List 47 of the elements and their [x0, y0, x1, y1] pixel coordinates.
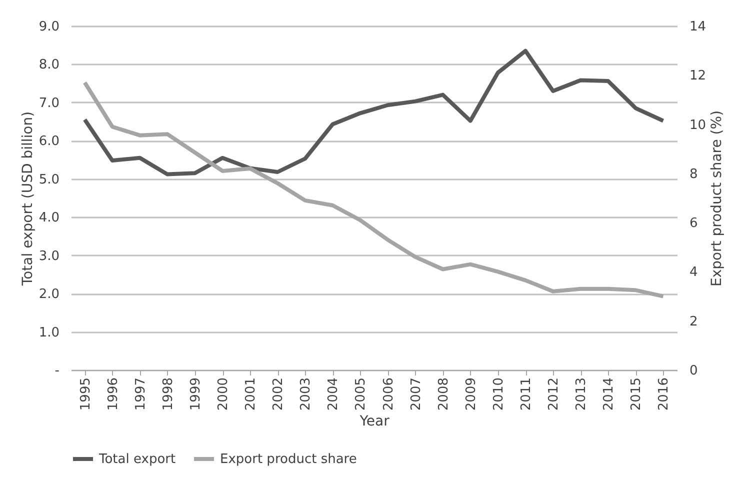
y2-tick-label: 12 [690, 68, 706, 84]
y2-tick-label: 2 [690, 314, 698, 330]
x-tick-label: 2000 [216, 378, 231, 411]
line-series [82, 80, 666, 298]
y2-axis-title: Export product share (%) [709, 110, 726, 287]
y2-tick-label: 10 [690, 118, 706, 133]
y-tick-label: 3.0 [38, 248, 60, 264]
y2-tick-label: 4 [690, 265, 698, 280]
x-tick-label: 2010 [491, 378, 506, 411]
x-tick-label: 2001 [244, 378, 259, 411]
y-tick-label: 9.0 [38, 20, 60, 34]
x-tick-label: 1997 [133, 378, 148, 411]
x-tick-label: 1996 [106, 378, 121, 411]
x-tick-label: 2002 [271, 378, 286, 411]
x-tick-label: 2015 [629, 378, 644, 411]
y-tick-label: 7.0 [38, 96, 60, 111]
legend-label: Total export [98, 452, 176, 467]
line-series [82, 48, 666, 176]
x-tick-label: 2007 [408, 378, 424, 411]
y-tick-label: 4.0 [38, 210, 60, 226]
x-tick-label: 2005 [354, 378, 369, 411]
y2-tick-label: 6 [690, 216, 698, 232]
y-tick-label: - [54, 364, 60, 378]
x-tick-label: 2006 [381, 378, 396, 411]
y-tick-label: 1.0 [38, 325, 60, 340]
x-tick-label: 2009 [464, 378, 479, 411]
legend-label: Export product share [220, 452, 357, 467]
y-tick-label: 2.0 [38, 287, 60, 302]
x-tick-label: 2011 [519, 378, 534, 411]
x-tick-label: 1995 [78, 378, 94, 411]
x-tick-label: 2013 [574, 378, 590, 411]
x-tick-label: 1998 [160, 378, 176, 411]
y-axis-title: Total export (USD billion) [20, 111, 36, 287]
x-tick-label: 2016 [656, 378, 672, 411]
y-tick-label: 8.0 [38, 58, 60, 73]
x-axis-title: Year [358, 414, 390, 430]
y2-tick-label: 14 [690, 20, 706, 34]
x-tick-label: 2014 [602, 378, 617, 411]
x-tick-label: 2003 [298, 378, 314, 411]
x-tick-label: 2012 [546, 378, 562, 411]
x-tick-label: 1999 [188, 378, 204, 411]
y2-tick-label: 8 [690, 166, 698, 182]
x-tick-label: 2004 [326, 378, 342, 411]
x-tick-label: 2008 [436, 378, 452, 411]
y2-tick-label: 0 [690, 364, 698, 378]
y-tick-label: 6.0 [38, 134, 60, 150]
y-tick-label: 5.0 [38, 172, 60, 188]
